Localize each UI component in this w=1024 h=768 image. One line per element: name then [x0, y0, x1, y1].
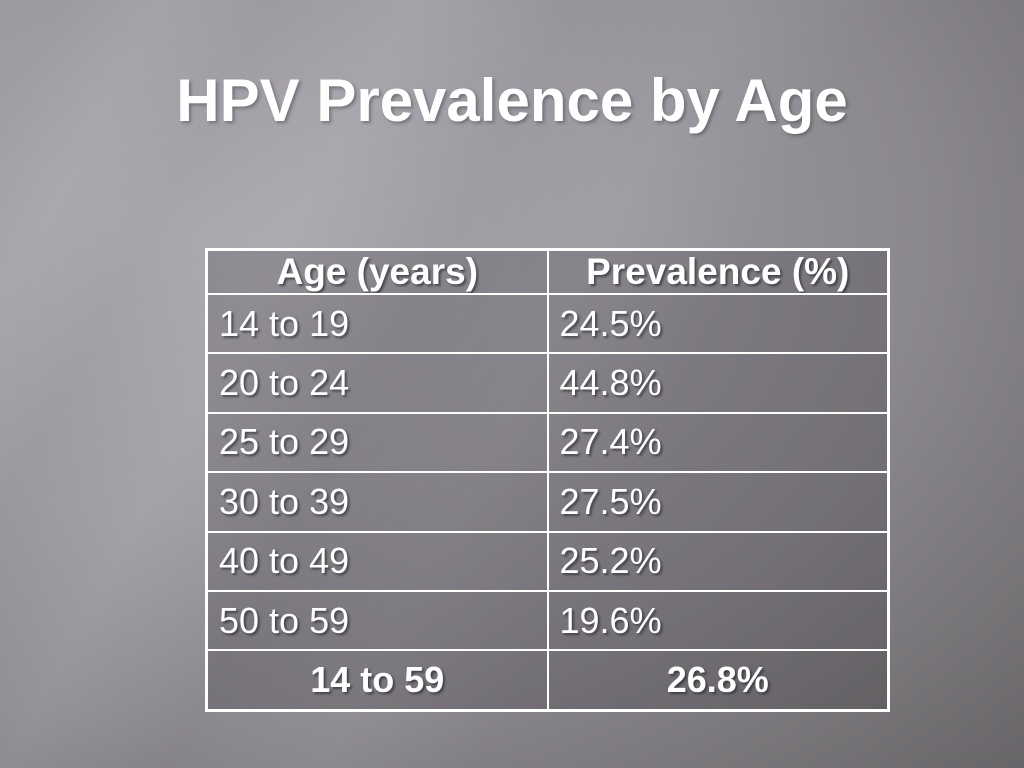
prevalence-table: Age (years) Prevalence (%) 14 to 19 24.5… — [205, 248, 890, 712]
column-header-prevalence: Prevalence (%) — [546, 248, 890, 295]
prevalence-cell: 19.6% — [546, 589, 890, 652]
total-age-cell: 14 to 59 — [205, 649, 549, 712]
prevalence-cell: 24.5% — [546, 292, 890, 355]
page-title: HPV Prevalence by Age — [176, 67, 848, 134]
table-row: 30 to 39 27.5% — [205, 471, 890, 533]
table-row: 50 to 59 19.6% — [205, 589, 890, 652]
prevalence-cell: 25.2% — [546, 530, 890, 592]
column-header-age: Age (years) — [205, 248, 549, 295]
table-row: 14 to 19 24.5% — [205, 292, 890, 355]
age-cell: 40 to 49 — [205, 530, 549, 592]
table-row: 25 to 29 27.4% — [205, 411, 890, 474]
table-row: 40 to 49 25.2% — [205, 530, 890, 592]
age-cell: 20 to 24 — [205, 352, 549, 414]
prevalence-cell: 27.4% — [546, 411, 890, 474]
age-cell: 25 to 29 — [205, 411, 549, 474]
table-total-row: 14 to 59 26.8% — [205, 649, 890, 712]
prevalence-cell: 44.8% — [546, 352, 890, 414]
total-prevalence-cell: 26.8% — [546, 649, 890, 712]
table-row: 20 to 24 44.8% — [205, 352, 890, 414]
age-cell: 50 to 59 — [205, 589, 549, 652]
prevalence-cell: 27.5% — [546, 471, 890, 533]
age-cell: 30 to 39 — [205, 471, 549, 533]
age-cell: 14 to 19 — [205, 292, 549, 355]
table-header-row: Age (years) Prevalence (%) — [205, 248, 890, 295]
